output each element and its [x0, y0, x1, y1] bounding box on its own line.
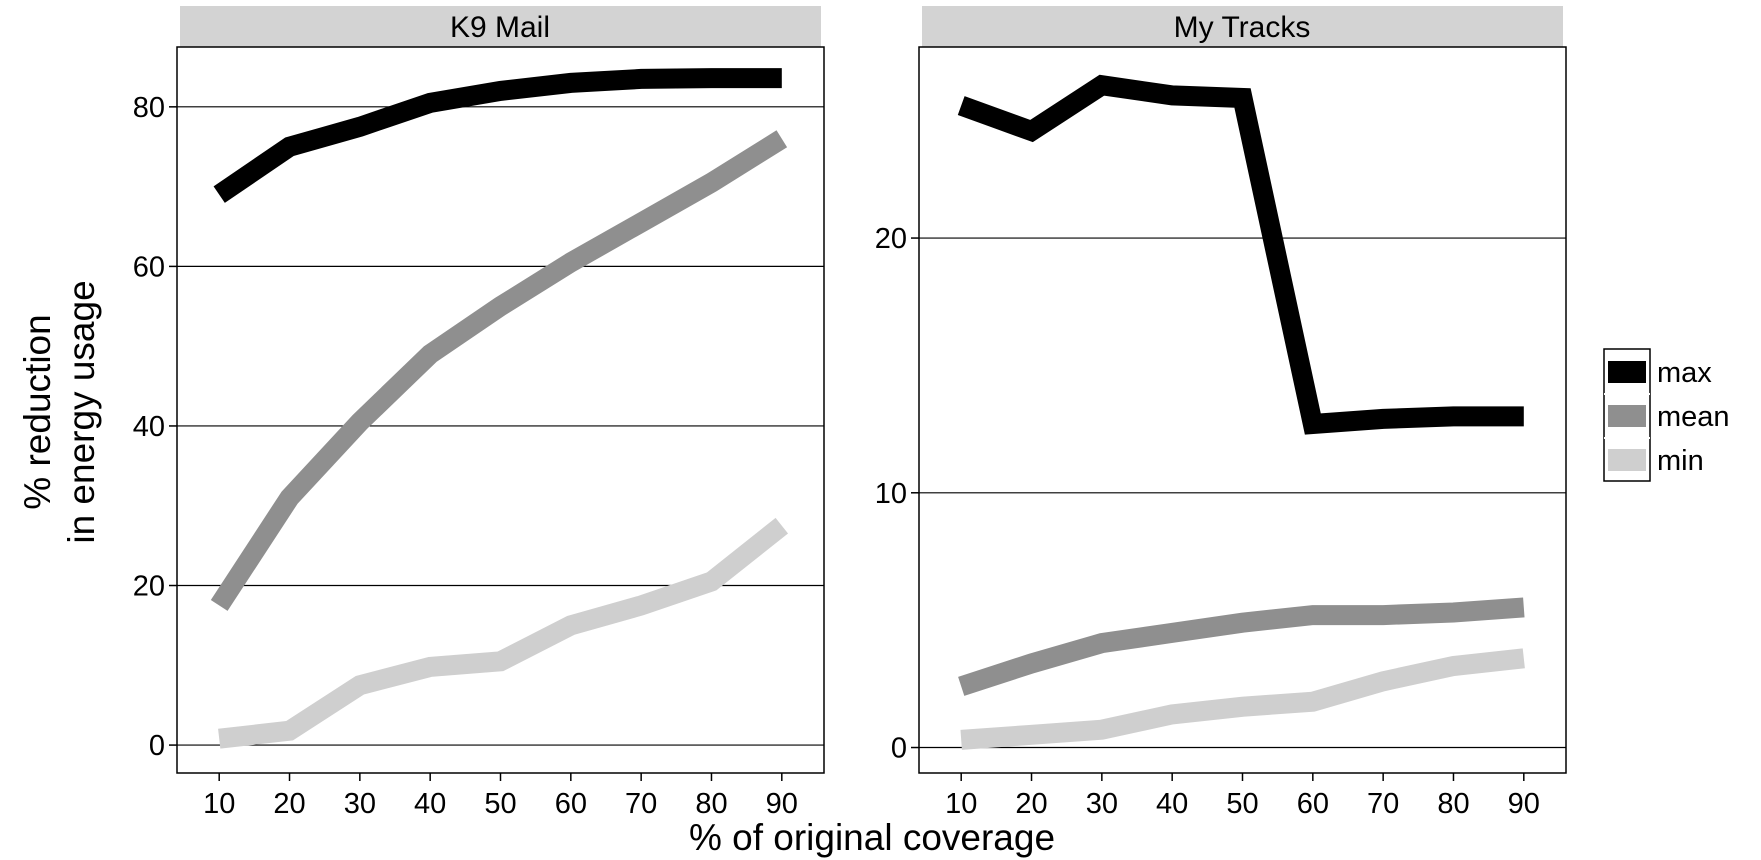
- legend-label-max: max: [1657, 357, 1712, 389]
- panel-title: K9 Mail: [450, 11, 550, 44]
- x-tick-label: 30: [1086, 788, 1118, 820]
- x-tick-label: 50: [1226, 788, 1258, 820]
- x-tick-label: 70: [625, 788, 657, 820]
- y-tick-label: 20: [875, 223, 907, 255]
- y-axis-title-line-1: % reduction: [17, 314, 58, 509]
- grid-lines: [177, 106, 824, 746]
- legend-label-mean: mean: [1657, 401, 1730, 433]
- x-tick-label: 10: [945, 788, 977, 820]
- y-tick-label: 0: [149, 730, 165, 762]
- x-tick-label: 10: [203, 788, 235, 820]
- legend: max mean min: [1603, 348, 1730, 482]
- y-tick-label: 0: [891, 733, 907, 765]
- x-tick-label: 80: [695, 788, 727, 820]
- x-tick-label: 90: [1508, 788, 1540, 820]
- panel-strip: [922, 6, 1563, 47]
- panel-k9-mail: K9 Mail 0 20 40 60 80 10 20 30 40 50 60 70 80 90: [133, 6, 825, 820]
- y-tick-label: 20: [133, 571, 165, 603]
- x-tick-label: 20: [1015, 788, 1047, 820]
- y-tick-label: 10: [875, 478, 907, 510]
- panel-strip: [180, 6, 821, 47]
- axis-ticks: 0 20 40 60 80 10 20 30 40 50 60 70 80 90: [133, 92, 798, 820]
- y-axis-title-line-2: in energy usage: [61, 280, 102, 543]
- x-tick-label: 70: [1367, 788, 1399, 820]
- x-tick-label: 60: [555, 788, 587, 820]
- legend-label-min: min: [1657, 445, 1704, 477]
- series-lines: [210, 68, 789, 749]
- x-tick-label: 60: [1297, 788, 1329, 820]
- grid-lines: [919, 237, 1566, 749]
- series-line-mean: [210, 130, 788, 611]
- y-tick-label: 80: [133, 92, 165, 124]
- series-line-mean: [958, 597, 1525, 696]
- x-tick-label: 90: [766, 788, 798, 820]
- series-line-min: [218, 517, 789, 749]
- y-tick-label: 60: [133, 251, 165, 283]
- x-axis-title: % of original coverage: [689, 817, 1055, 858]
- series-line-max: [957, 74, 1524, 435]
- panel-title: My Tracks: [1174, 11, 1311, 44]
- x-tick-label: 20: [273, 788, 305, 820]
- x-tick-label: 40: [1156, 788, 1188, 820]
- y-tick-label: 40: [133, 411, 165, 443]
- x-tick-label: 50: [484, 788, 516, 820]
- x-tick-label: 80: [1437, 788, 1469, 820]
- panel-my-tracks: My Tracks 0 10 20 10 20 30 40 50 60 70 80 90: [875, 6, 1567, 820]
- axis-ticks: 0 10 20 10 20 30 40 50 60 70 80 90: [875, 223, 1540, 820]
- y-axis-title: % reduction in energy usage: [17, 280, 102, 543]
- series-lines: [957, 74, 1525, 750]
- x-tick-label: 40: [414, 788, 446, 820]
- x-tick-label: 30: [344, 788, 376, 820]
- series-line-min: [960, 648, 1525, 750]
- series-line-max: [213, 68, 782, 203]
